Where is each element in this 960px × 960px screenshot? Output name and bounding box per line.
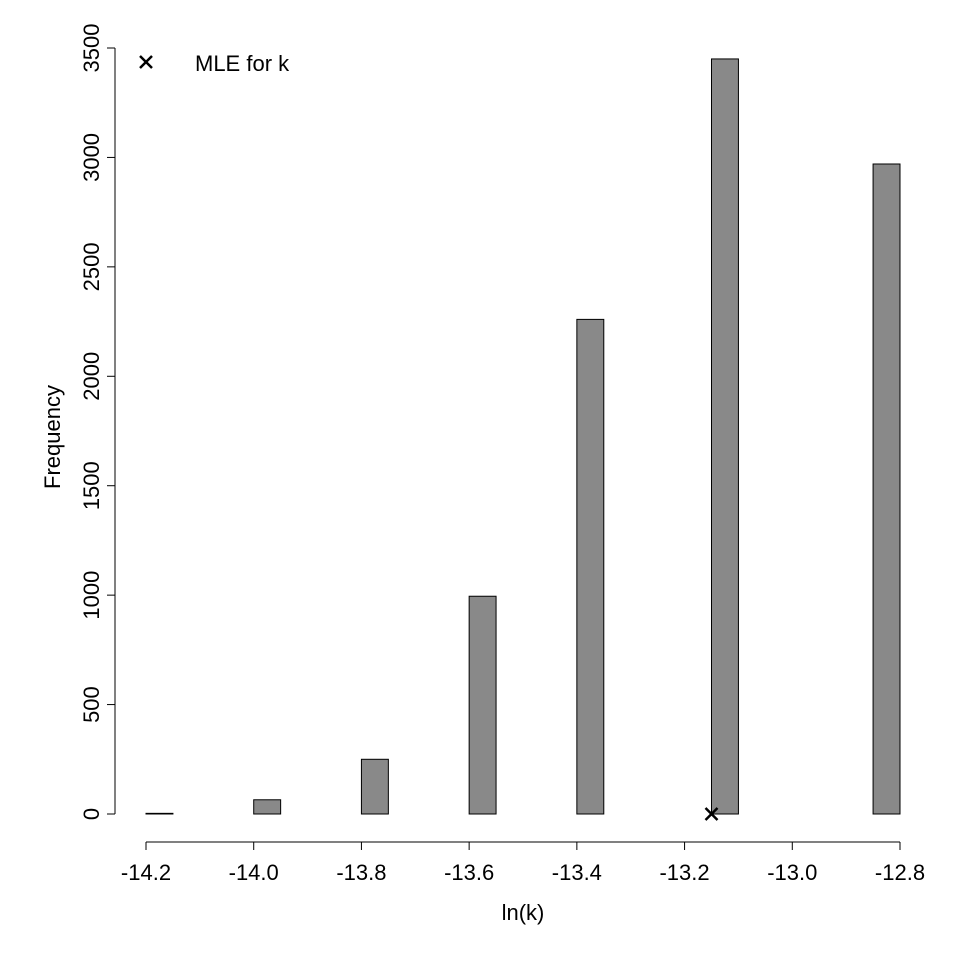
legend-marker	[139, 55, 153, 69]
x-tick-label: -13.2	[659, 860, 709, 885]
y-tick-label: 2500	[79, 242, 104, 291]
y-tick-label: 3000	[79, 133, 104, 182]
y-axis-label: Frequency	[40, 385, 65, 489]
bar	[711, 58, 739, 815]
bar	[468, 595, 497, 815]
x-tick-label: -13.8	[336, 860, 386, 885]
bar	[872, 163, 901, 815]
y-tick-label: 1000	[79, 571, 104, 620]
bar	[253, 799, 282, 815]
y-tick-label: 1500	[79, 461, 104, 510]
x-tick-label: -12.8	[875, 860, 925, 885]
y-tick-label: 2000	[79, 352, 104, 401]
legend-label: MLE for k	[195, 51, 290, 76]
x-tick-label: -14.0	[229, 860, 279, 885]
x-tick-label: -13.0	[767, 860, 817, 885]
x-tick-label: -13.6	[444, 860, 494, 885]
x-tick-label: -13.4	[552, 860, 602, 885]
bar	[145, 812, 174, 815]
x-axis-label: ln(k)	[502, 900, 545, 925]
x-tick-label: -14.2	[121, 860, 171, 885]
y-tick-label: 0	[79, 808, 104, 820]
bar	[360, 758, 389, 815]
mle-point	[704, 807, 719, 821]
marker-stroke	[704, 807, 719, 821]
bar	[576, 318, 605, 815]
y-tick-label: 500	[79, 686, 104, 723]
y-tick-label: 3500	[79, 24, 104, 73]
marker-stroke	[139, 55, 153, 69]
